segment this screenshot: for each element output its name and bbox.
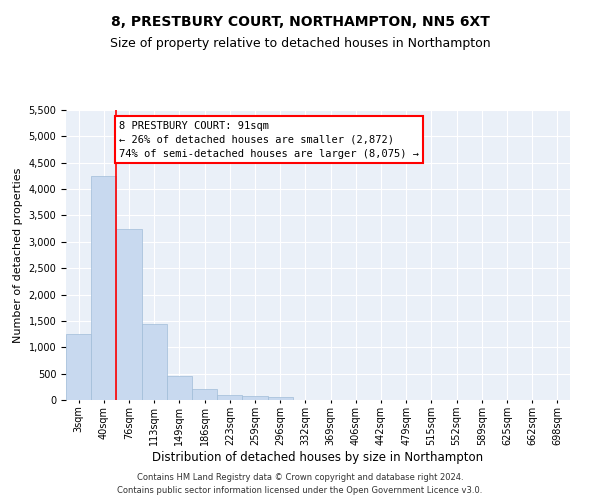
X-axis label: Distribution of detached houses by size in Northampton: Distribution of detached houses by size …: [152, 450, 484, 464]
Bar: [116, 228, 142, 400]
Bar: [192, 390, 217, 400]
Bar: [167, 376, 192, 400]
Bar: [66, 334, 91, 400]
Bar: [91, 176, 116, 400]
Y-axis label: Number of detached properties: Number of detached properties: [13, 168, 23, 342]
Bar: [268, 397, 293, 400]
Bar: [142, 324, 167, 400]
Text: Size of property relative to detached houses in Northampton: Size of property relative to detached ho…: [110, 38, 490, 51]
Text: Contains HM Land Registry data © Crown copyright and database right 2024.
Contai: Contains HM Land Registry data © Crown c…: [118, 474, 482, 495]
Bar: [242, 396, 268, 400]
Text: 8, PRESTBURY COURT, NORTHAMPTON, NN5 6XT: 8, PRESTBURY COURT, NORTHAMPTON, NN5 6XT: [110, 15, 490, 29]
Bar: [217, 394, 242, 400]
Text: 8 PRESTBURY COURT: 91sqm
← 26% of detached houses are smaller (2,872)
74% of sem: 8 PRESTBURY COURT: 91sqm ← 26% of detach…: [119, 120, 419, 158]
